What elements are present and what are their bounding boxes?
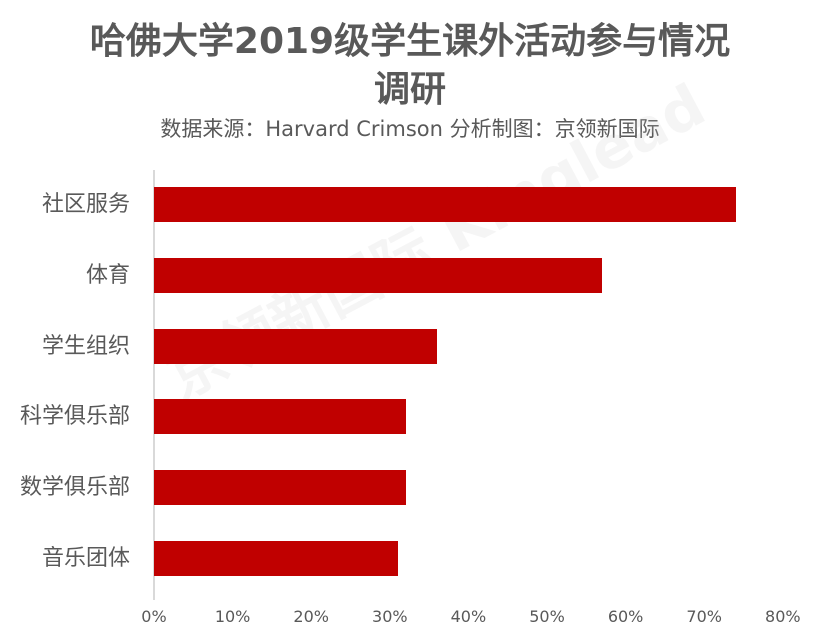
x-axis-tick-label: 0% [141,607,167,626]
category-label: 音乐团体 [41,546,130,571]
x-axis-tick-label: 20% [293,607,329,626]
bar [154,257,603,293]
bar [154,541,398,576]
x-axis-tick-label: 60% [607,607,644,626]
category-label: 数学俱乐部 [19,475,130,501]
chart-title-line1: 哈佛大学2019级学生课外活动参与情况 [89,21,731,62]
bar [154,470,406,506]
x-axis-tick-label: 40% [450,607,487,626]
bar [154,328,437,364]
bar [154,399,406,435]
chart-title-line2: 调研 [373,69,446,110]
category-label: 科学俱乐部 [19,404,130,430]
category-label: 体育 [85,262,130,288]
y-axis-line [153,170,155,600]
category-label: 社区服务 [41,192,130,217]
bar [154,187,736,222]
x-axis-tick-label: 70% [686,607,722,626]
x-axis-tick-label: 80% [765,607,801,626]
category-label: 学生组织 [41,333,130,359]
chart-subtitle: 数据来源：Harvard Crimson 分析制图：京领新国际 [160,117,660,141]
x-axis-tick-label: 10% [214,607,251,626]
x-axis-tick-label: 30% [372,607,408,626]
x-axis-tick-label: 50% [529,607,565,626]
